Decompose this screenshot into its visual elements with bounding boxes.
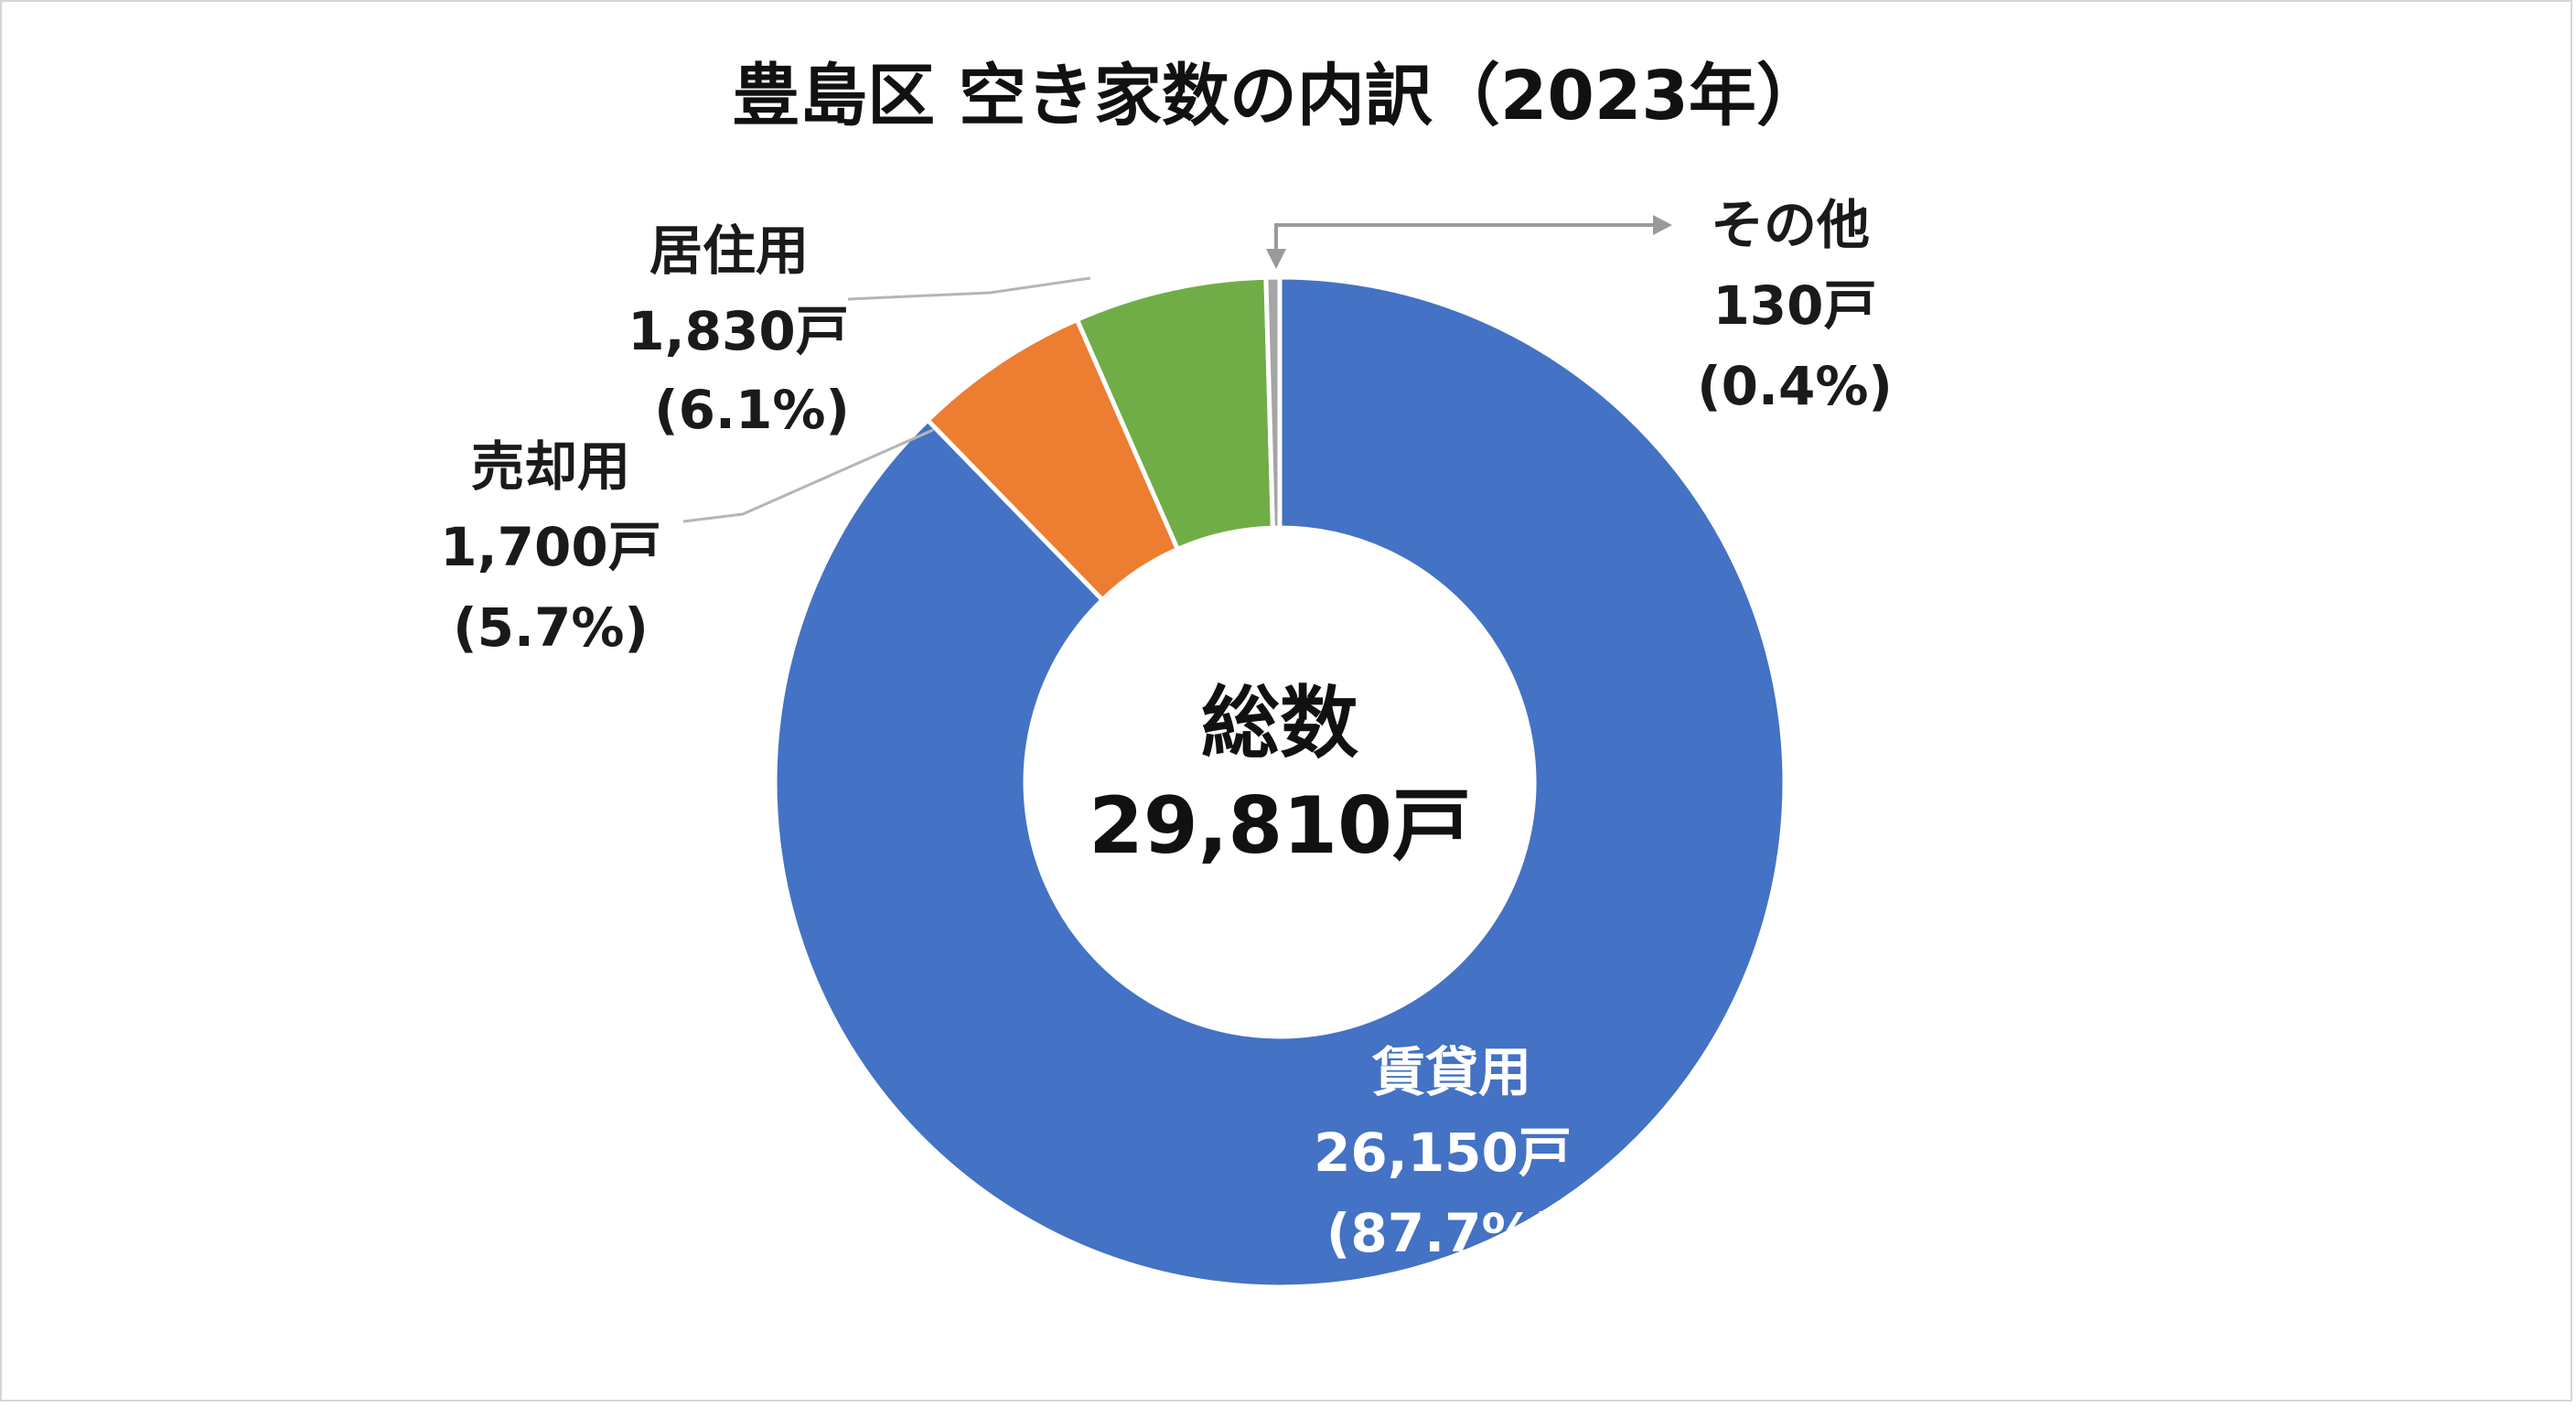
- slice-label-residential-percent: (6.1%): [654, 379, 850, 441]
- slice-label-other: その他 130戸 (0.4%): [1697, 194, 1893, 417]
- donut-slice-rental: [772, 274, 1787, 1290]
- donut-slice-other: [1263, 274, 1283, 531]
- center-total-label: 総数: [1201, 678, 1358, 769]
- slice-label-residential-name: 居住用: [649, 220, 809, 282]
- slice-label-residential: 居住用 1,830戸 (6.1%): [628, 220, 850, 441]
- slice-label-other-percent: (0.4%): [1697, 355, 1893, 417]
- donut-slices: [772, 274, 1787, 1290]
- arrow-head-right: [1653, 215, 1672, 235]
- slice-label-sale-value: 1,700戸: [440, 516, 660, 578]
- donut-center: 総数 29,810戸: [1089, 678, 1471, 872]
- arrow-head-down: [1266, 249, 1286, 269]
- slice-label-residential-value: 1,830戸: [628, 300, 848, 362]
- slice-label-rental: 賃貸用 26,150戸 (87.7%): [1314, 1041, 1572, 1264]
- slice-label-rental-name: 賃貸用: [1371, 1041, 1531, 1103]
- leader-arrow-other: [1266, 215, 1672, 269]
- slice-label-rental-percent: (87.7%): [1326, 1202, 1559, 1264]
- slice-label-other-value: 130戸: [1712, 274, 1876, 337]
- slice-label-sale-name: 売却用: [471, 435, 630, 498]
- leader-line-residential: [847, 276, 1091, 301]
- arrow-line-other: [1274, 223, 1653, 260]
- slice-label-rental-value: 26,150戸: [1314, 1122, 1572, 1184]
- center-total-value: 29,810戸: [1089, 780, 1471, 872]
- leader-line-sale: [682, 428, 934, 523]
- slice-label-sale: 売却用 1,700戸 (5.7%): [440, 435, 660, 659]
- chart-title: 豊島区 空き家数の内訳（2023年）: [732, 57, 1824, 135]
- slice-label-sale-percent: (5.7%): [453, 596, 649, 659]
- slice-label-other-name: その他: [1711, 194, 1870, 256]
